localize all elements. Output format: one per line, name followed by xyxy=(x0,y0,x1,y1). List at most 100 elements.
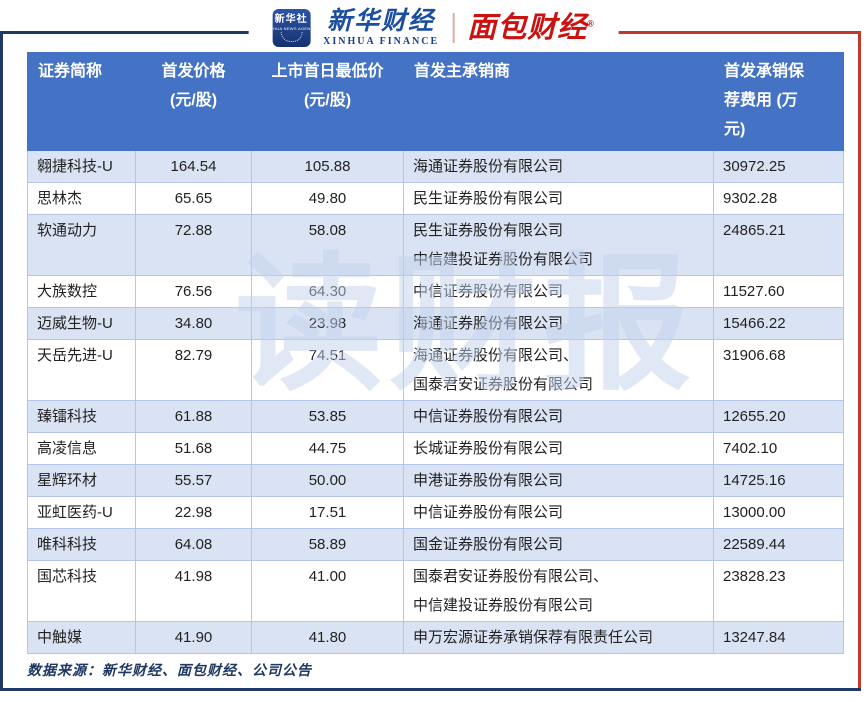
cell-security-name: 迈威生物-U xyxy=(27,307,136,340)
cell-ipo-price: 64.08 xyxy=(135,528,252,561)
table-header-row: 证券简称 首发价格 (元/股) 上市首日最低价 (元/股) 首发主承销商 首发承… xyxy=(27,52,844,151)
cell-security-name: 星辉环材 xyxy=(27,464,136,497)
cell-ipo-price: 164.54 xyxy=(135,150,252,183)
cell-ipo-price: 76.56 xyxy=(135,275,252,308)
cell-security-name: 翱捷科技-U xyxy=(27,150,136,183)
cell-first-day-low: 58.08 xyxy=(251,214,404,276)
globe-dots-icon xyxy=(280,32,303,42)
header-first-day-low: 上市首日最低价 (元/股) xyxy=(251,52,404,151)
cell-security-name: 中触媒 xyxy=(27,621,136,654)
table-row: 迈威生物-U 34.80 23.98 海通证券股份有限公司 15466.22 xyxy=(27,307,844,340)
cell-first-day-low: 64.30 xyxy=(251,275,404,308)
table-row: 星辉环材 55.57 50.00 申港证券股份有限公司 14725.16 xyxy=(27,464,844,497)
cell-first-day-low: 41.00 xyxy=(251,560,404,622)
xinhua-agency-name: 新华社 xyxy=(274,14,308,25)
cell-first-day-low: 41.80 xyxy=(251,621,404,654)
table-row: 唯科科技 64.08 58.89 国金证券股份有限公司 22589.44 xyxy=(27,528,844,561)
table-row: 国芯科技 41.98 41.00 国泰君安证券股份有限公司、 中信建投证券股份有… xyxy=(27,560,844,622)
table-row: 高凌信息 51.68 44.75 长城证券股份有限公司 7402.10 xyxy=(27,432,844,465)
cell-fee: 11527.60 xyxy=(713,275,844,308)
table-row: 翱捷科技-U 164.54 105.88 海通证券股份有限公司 30972.25 xyxy=(27,150,844,183)
header-lead-underwriter: 首发主承销商 xyxy=(403,52,714,151)
cell-underwriter: 申港证券股份有限公司 xyxy=(403,464,714,497)
cell-fee: 24865.21 xyxy=(713,214,844,276)
header-underwriting-fee: 首发承销保 荐费用 (万 元) xyxy=(713,52,844,151)
cell-ipo-price: 22.98 xyxy=(135,496,252,529)
cell-fee: 31906.68 xyxy=(713,339,844,401)
cell-security-name: 臻镭科技 xyxy=(27,400,136,433)
cell-security-name: 软通动力 xyxy=(27,214,136,276)
cell-first-day-low: 44.75 xyxy=(251,432,404,465)
table-row: 臻镭科技 61.88 53.85 中信证券股份有限公司 12655.20 xyxy=(27,400,844,433)
table-row: 亚虹医药-U 22.98 17.51 中信证券股份有限公司 13000.00 xyxy=(27,496,844,529)
frame-line-right xyxy=(858,31,861,691)
brand-divider xyxy=(452,13,455,43)
cell-ipo-price: 55.57 xyxy=(135,464,252,497)
mianbao-finance-wordmark: 面包财经 xyxy=(467,11,588,44)
cell-ipo-price: 82.79 xyxy=(135,339,252,401)
cell-underwriter: 申万宏源证券承销保荐有限责任公司 xyxy=(403,621,714,654)
cell-underwriter: 海通证券股份有限公司 xyxy=(403,307,714,340)
cell-underwriter: 国金证券股份有限公司 xyxy=(403,528,714,561)
cell-fee: 30972.25 xyxy=(713,150,844,183)
cell-fee: 23828.23 xyxy=(713,560,844,622)
cell-fee: 12655.20 xyxy=(713,400,844,433)
cell-fee: 22589.44 xyxy=(713,528,844,561)
registered-mark-icon: ® xyxy=(587,17,595,28)
cell-underwriter: 中信证券股份有限公司 xyxy=(403,400,714,433)
cell-ipo-price: 41.98 xyxy=(135,560,252,622)
cell-underwriter: 国泰君安证券股份有限公司、 中信建投证券股份有限公司 xyxy=(403,560,714,622)
frame-line-top-right xyxy=(433,31,861,34)
brand-bar: 新华社 XINHUA NEWS AGENCY 新华财经 XINHUA FINAN… xyxy=(248,5,619,51)
cell-fee: 9302.28 xyxy=(713,182,844,215)
cell-ipo-price: 41.90 xyxy=(135,621,252,654)
cell-security-name: 国芯科技 xyxy=(27,560,136,622)
cell-fee: 13247.84 xyxy=(713,621,844,654)
xinhua-finance-logo: 新华财经 XINHUA FINANCE xyxy=(323,9,439,47)
cell-underwriter: 民生证券股份有限公司 xyxy=(403,182,714,215)
cell-underwriter: 海通证券股份有限公司 xyxy=(403,150,714,183)
cell-security-name: 大族数控 xyxy=(27,275,136,308)
cell-first-day-low: 23.98 xyxy=(251,307,404,340)
mianbao-finance-logo: 面包财经® xyxy=(467,11,595,44)
cell-ipo-price: 51.68 xyxy=(135,432,252,465)
cell-first-day-low: 17.51 xyxy=(251,496,404,529)
cell-security-name: 唯科科技 xyxy=(27,528,136,561)
xinhua-news-agency-logo-icon: 新华社 XINHUA NEWS AGENCY xyxy=(266,9,316,47)
cell-ipo-price: 34.80 xyxy=(135,307,252,340)
table-body: 翱捷科技-U 164.54 105.88 海通证券股份有限公司 30972.25… xyxy=(27,150,844,654)
cell-underwriter: 海通证券股份有限公司、 国泰君安证券股份有限公司 xyxy=(403,339,714,401)
cell-underwriter: 中信证券股份有限公司 xyxy=(403,496,714,529)
frame-line-bottom xyxy=(0,688,861,691)
cell-fee: 13000.00 xyxy=(713,496,844,529)
cell-first-day-low: 50.00 xyxy=(251,464,404,497)
cell-first-day-low: 74.51 xyxy=(251,339,404,401)
table-row: 中触媒 41.90 41.80 申万宏源证券承销保荐有限责任公司 13247.8… xyxy=(27,621,844,654)
cell-security-name: 思林杰 xyxy=(27,182,136,215)
cell-ipo-price: 65.65 xyxy=(135,182,252,215)
cell-underwriter: 中信证券股份有限公司 xyxy=(403,275,714,308)
cell-security-name: 亚虹医药-U xyxy=(27,496,136,529)
xinhua-agency-subtitle: XINHUA NEWS AGENCY xyxy=(265,26,317,31)
table-row: 天岳先进-U 82.79 74.51 海通证券股份有限公司、 国泰君安证券股份有… xyxy=(27,339,844,401)
cell-first-day-low: 49.80 xyxy=(251,182,404,215)
frame-line-left xyxy=(0,31,3,691)
header-security-name: 证券简称 xyxy=(27,52,136,151)
cell-security-name: 天岳先进-U xyxy=(27,339,136,401)
xinhua-finance-wordmark: 新华财经 xyxy=(327,7,436,35)
cell-fee: 14725.16 xyxy=(713,464,844,497)
cell-underwriter: 长城证券股份有限公司 xyxy=(403,432,714,465)
cell-fee: 15466.22 xyxy=(713,307,844,340)
cell-fee: 7402.10 xyxy=(713,432,844,465)
cell-security-name: 高凌信息 xyxy=(27,432,136,465)
table-row: 思林杰 65.65 49.80 民生证券股份有限公司 9302.28 xyxy=(27,182,844,215)
cell-first-day-low: 53.85 xyxy=(251,400,404,433)
table-row: 大族数控 76.56 64.30 中信证券股份有限公司 11527.60 xyxy=(27,275,844,308)
header-ipo-price: 首发价格 (元/股) xyxy=(135,52,252,151)
ipo-underwriting-table: 证券简称 首发价格 (元/股) 上市首日最低价 (元/股) 首发主承销商 首发承… xyxy=(27,52,844,654)
xinhua-finance-english: XINHUA FINANCE xyxy=(323,36,440,47)
cell-ipo-price: 72.88 xyxy=(135,214,252,276)
frame-line-top-left xyxy=(0,31,433,34)
data-source-note: 数据来源：新华财经、面包财经、公司公告 xyxy=(27,664,312,679)
